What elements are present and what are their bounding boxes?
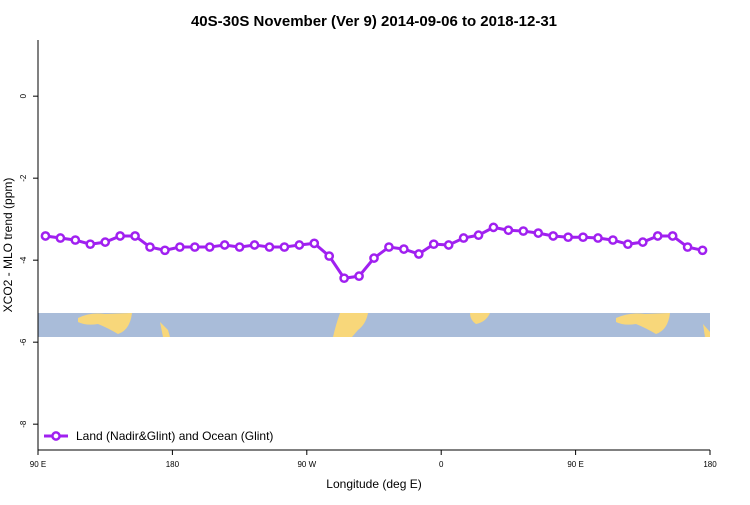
point (488, 222, 499, 233)
point (324, 251, 335, 261)
point (145, 242, 155, 252)
legend-marker (51, 431, 61, 441)
point (637, 237, 648, 247)
point (413, 249, 424, 259)
point (294, 240, 305, 250)
point (70, 235, 81, 245)
legend-label: Land (Nadir&Glint) and Ocean (Glint) (76, 429, 273, 443)
point (189, 242, 200, 252)
y-tick-label: -6 (19, 338, 28, 346)
point (623, 239, 633, 250)
point (399, 244, 409, 254)
x-tick-label: 90 E (30, 460, 46, 469)
x-tick-label: 90 E (567, 460, 583, 469)
point (518, 226, 529, 236)
point (85, 239, 96, 250)
point (384, 242, 394, 252)
point (279, 242, 290, 252)
point (249, 240, 260, 250)
point (309, 238, 320, 249)
point (578, 232, 588, 243)
point (652, 231, 663, 241)
x-tick-label: 180 (703, 460, 717, 469)
point (55, 233, 66, 243)
point (219, 240, 230, 250)
point (115, 231, 125, 241)
point (473, 230, 484, 241)
point (443, 240, 454, 250)
point (339, 273, 349, 284)
point (697, 245, 708, 256)
x-tick-label: 180 (166, 460, 180, 469)
point (548, 231, 559, 241)
point (234, 242, 245, 252)
point (160, 245, 170, 256)
map-strip (38, 313, 710, 337)
point (458, 233, 469, 243)
point (667, 231, 678, 241)
x-tick-label: 90 W (297, 460, 316, 469)
point (503, 225, 514, 236)
point (428, 239, 439, 250)
y-tick-label: -2 (19, 174, 28, 182)
point (130, 231, 140, 241)
point (204, 242, 215, 252)
y-tick-label: -4 (19, 256, 28, 264)
y-axis-label: XCO2 - MLO trend (ppm) (1, 178, 15, 313)
point (682, 242, 693, 252)
point (354, 271, 364, 282)
y-tick-label: 0 (19, 93, 28, 98)
point (40, 231, 51, 241)
y-tick-label: -8 (19, 420, 28, 428)
point (100, 237, 111, 247)
point (608, 235, 618, 245)
chart-title: 40S-30S November (Ver 9) 2014-09-06 to 2… (191, 13, 557, 30)
point (563, 232, 573, 243)
point (369, 253, 379, 263)
x-tick-label: 0 (439, 460, 444, 469)
point (175, 242, 185, 252)
x-axis-label: Longitude (deg E) (326, 477, 421, 491)
point (593, 233, 603, 243)
point (264, 242, 275, 252)
point (533, 228, 544, 238)
